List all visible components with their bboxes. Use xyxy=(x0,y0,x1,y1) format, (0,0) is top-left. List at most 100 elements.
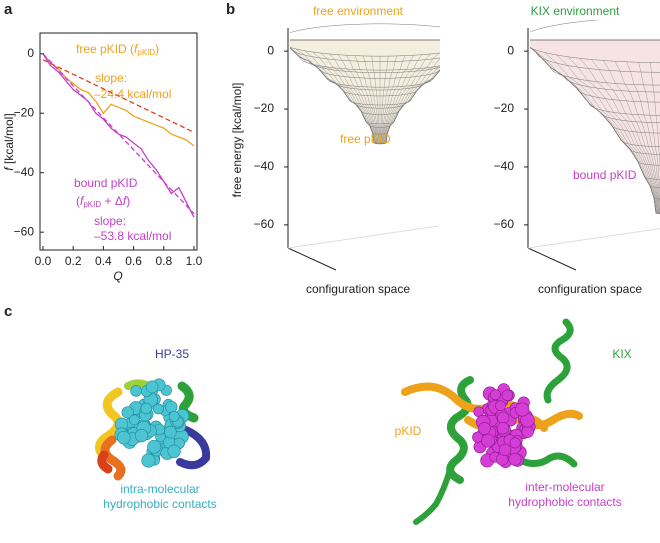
surface-meridian xyxy=(532,48,657,214)
floor-line xyxy=(527,228,660,249)
atom-sphere xyxy=(509,437,521,449)
energy-surface xyxy=(290,23,440,145)
x-tick-label: 0.2 xyxy=(65,254,82,268)
atom-sphere xyxy=(168,411,180,422)
surface-meridian xyxy=(650,62,660,171)
contacts-label: hydrophobic contacts xyxy=(103,497,216,511)
surface-rim xyxy=(530,20,600,33)
energy-surface xyxy=(530,20,660,215)
y-tick-label: −20 xyxy=(14,105,35,119)
structure-label: KIX xyxy=(612,347,631,361)
x-tick-label: 0.6 xyxy=(125,254,142,268)
y-tick-label: −40 xyxy=(494,159,515,173)
surface-rim xyxy=(290,23,440,33)
surface-meridian xyxy=(579,58,659,214)
atom-sphere xyxy=(490,389,501,401)
atom-sphere xyxy=(497,411,510,424)
surface-meridian xyxy=(556,54,658,214)
atom-sphere xyxy=(128,414,140,426)
x-axis-label: configuration space xyxy=(306,282,410,296)
surface-meridian xyxy=(591,59,660,214)
surface-meridian xyxy=(290,47,375,144)
fit-line xyxy=(42,59,195,133)
floor-line xyxy=(287,225,439,249)
structure-label: pKID xyxy=(395,424,422,438)
surface-meridian xyxy=(320,52,377,144)
atom-sphere xyxy=(478,422,491,435)
atom-sphere xyxy=(495,400,506,412)
atom-sphere xyxy=(141,453,156,468)
surface-ring xyxy=(563,76,660,93)
annotation: slope: xyxy=(94,214,126,228)
atom-sphere xyxy=(140,402,152,415)
atom-sphere xyxy=(134,428,149,443)
x-axis-label: Q xyxy=(113,269,122,283)
panel-label: a xyxy=(4,1,13,18)
surface-label: free pKID xyxy=(340,132,391,146)
surface-meridian xyxy=(385,70,440,144)
annotation: –24.4 kcal/mol xyxy=(94,87,171,101)
y-tick-label: −60 xyxy=(14,224,35,238)
y-axis-label: free energy [kcal/mol] xyxy=(230,83,244,198)
y-axis-label: f [kcal/mol] xyxy=(2,113,16,170)
fit-line xyxy=(42,53,195,215)
y-tick-label: −60 xyxy=(254,217,275,231)
surface-label: bound pKID xyxy=(573,168,637,182)
y-tick-label: −20 xyxy=(254,101,275,115)
contacts-label: inter-molecular xyxy=(525,480,604,494)
surface-meridian xyxy=(382,54,423,144)
surface-ring xyxy=(600,112,660,123)
plot-frame xyxy=(39,32,198,251)
surface-meridian xyxy=(384,66,440,144)
atom-sphere xyxy=(167,444,181,458)
surface-meridian xyxy=(380,56,389,145)
y-tick-label: −40 xyxy=(14,165,35,179)
atom-sphere xyxy=(164,425,177,439)
surface-ring xyxy=(530,47,660,63)
panel-label: c xyxy=(4,303,12,320)
atom-sphere xyxy=(121,406,134,419)
surface-meridian xyxy=(544,52,658,214)
atom-sphere xyxy=(498,443,512,456)
panel-label: b xyxy=(226,1,235,18)
surface-meridian xyxy=(354,55,379,144)
hp35-structure xyxy=(95,378,211,481)
surface-body xyxy=(530,39,660,214)
surface-meridian xyxy=(384,65,440,144)
surface-meridian xyxy=(530,46,657,214)
surface-meridian xyxy=(346,55,379,144)
atom-sphere xyxy=(117,430,131,445)
atom-sphere xyxy=(521,425,534,438)
structure-label: HP-35 xyxy=(155,347,189,361)
y-tick-label: −60 xyxy=(494,217,515,231)
surface-ring xyxy=(576,88,660,103)
y-tick-label: −20 xyxy=(494,101,515,115)
surface-meridian xyxy=(304,50,376,144)
atom-sphere xyxy=(145,380,159,394)
surface-meridian xyxy=(329,53,378,144)
surface-meridian xyxy=(380,55,397,144)
surface-meridian xyxy=(381,55,406,144)
surface-ring xyxy=(535,52,660,73)
surface-meridian xyxy=(337,54,378,144)
surface-meridian xyxy=(381,55,414,144)
surface-meridian xyxy=(371,56,380,145)
axis-line xyxy=(287,247,337,271)
annotation: (fpKID + Δf) xyxy=(76,194,130,209)
y-tick-label: 0 xyxy=(27,46,34,60)
surface-meridian xyxy=(295,48,376,144)
surface-meridian xyxy=(383,52,440,144)
atom-sphere xyxy=(481,433,495,448)
annotation: slope: xyxy=(95,71,127,85)
surface-ring xyxy=(589,103,660,116)
surface-meridian xyxy=(614,61,660,214)
chart-title: KIX environment xyxy=(531,4,620,18)
surface-ring xyxy=(611,124,660,134)
x-axis-label: configuration space xyxy=(538,282,642,296)
x-tick-label: 0.4 xyxy=(95,254,112,268)
surface-meridian xyxy=(312,51,377,144)
contacts-label: hydrophobic contacts xyxy=(508,495,621,509)
y-tick-label: −40 xyxy=(254,159,275,173)
surface-ring xyxy=(290,47,440,57)
